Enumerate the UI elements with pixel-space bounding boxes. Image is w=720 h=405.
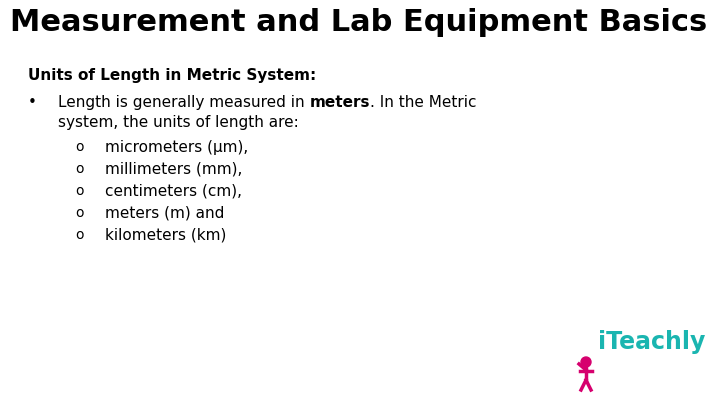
Text: Units of Length in Metric System:: Units of Length in Metric System: [28, 68, 316, 83]
Text: o: o [75, 140, 84, 154]
Text: iTeachly: iTeachly [598, 330, 706, 354]
Text: o: o [75, 162, 84, 176]
Text: centimeters (cm),: centimeters (cm), [105, 184, 242, 199]
Text: o: o [75, 184, 84, 198]
Circle shape [581, 357, 591, 367]
Text: •: • [28, 95, 37, 110]
Text: meters: meters [310, 95, 370, 110]
Text: o: o [75, 206, 84, 220]
Text: system, the units of length are:: system, the units of length are: [58, 115, 299, 130]
Text: millimeters (mm),: millimeters (mm), [105, 162, 243, 177]
Text: Measurement and Lab Equipment Basics: Measurement and Lab Equipment Basics [10, 8, 707, 37]
Text: Length is generally measured in: Length is generally measured in [58, 95, 310, 110]
Text: . In the Metric: . In the Metric [370, 95, 477, 110]
Text: kilometers (km): kilometers (km) [105, 228, 226, 243]
Text: micrometers (μm),: micrometers (μm), [105, 140, 248, 155]
Text: o: o [75, 228, 84, 242]
Text: meters (m) and: meters (m) and [105, 206, 225, 221]
